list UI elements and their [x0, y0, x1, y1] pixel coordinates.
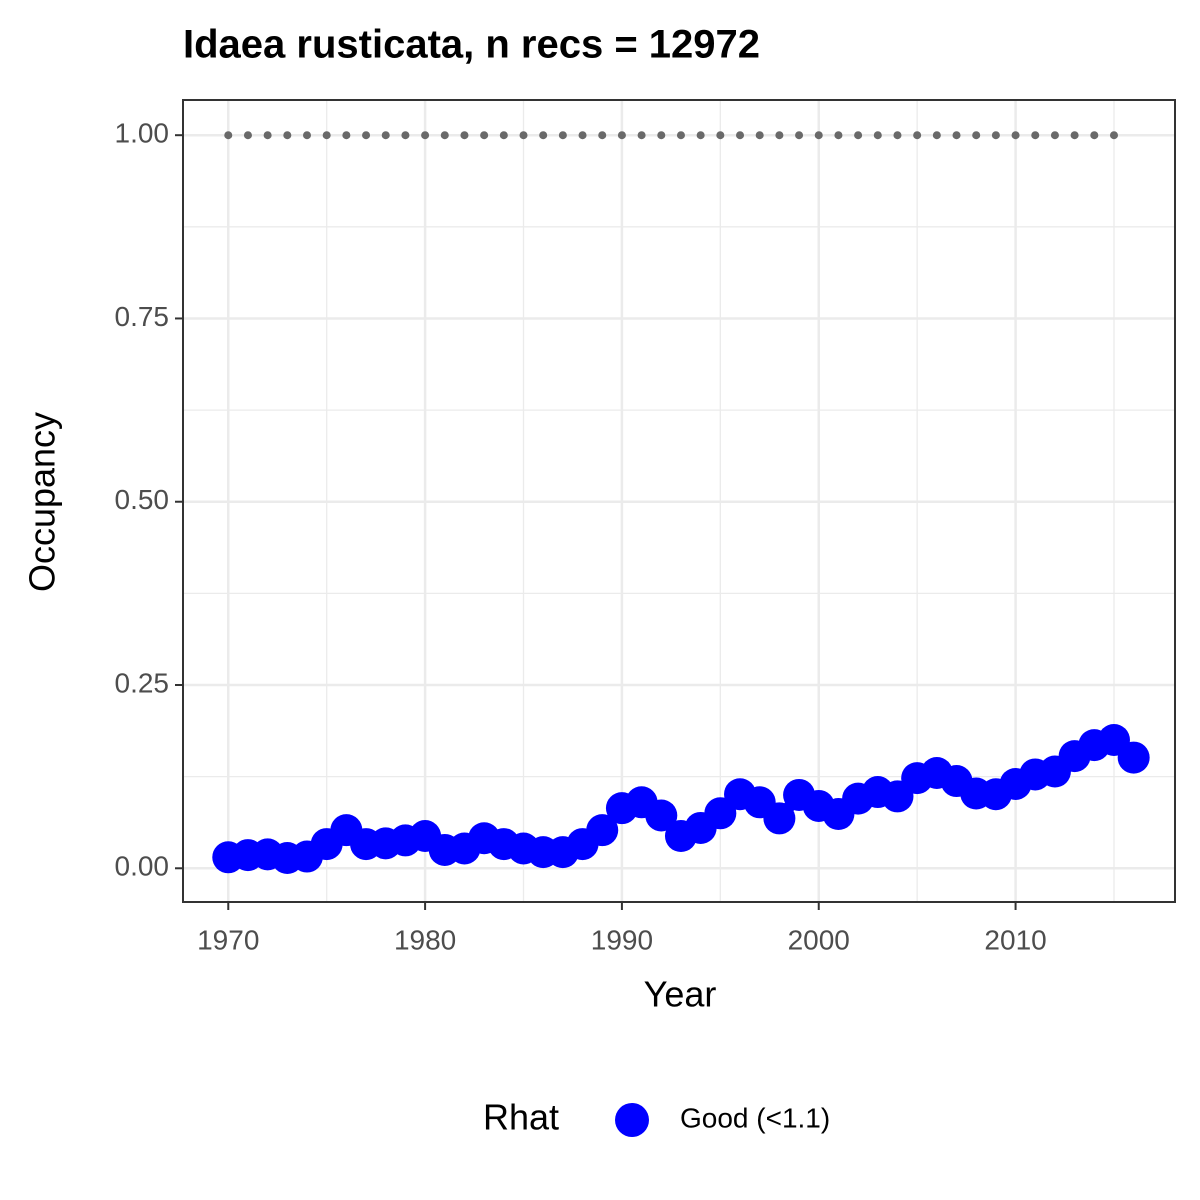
y-tick-label: 0.00: [115, 851, 170, 882]
reference-point: [224, 131, 233, 140]
reference-point: [539, 131, 548, 140]
legend-label: Good (<1.1): [680, 1102, 830, 1133]
reference-point: [421, 131, 430, 140]
x-tick-label: 1990: [591, 924, 653, 955]
y-tick-label: 0.50: [115, 484, 170, 515]
reference-point: [854, 131, 863, 140]
x-axis-title: Year: [644, 974, 717, 1015]
grid: [183, 100, 1175, 902]
reference-point: [1090, 131, 1099, 140]
reference-point: [342, 131, 351, 140]
y-tick-label: 1.00: [115, 118, 170, 149]
marks: [212, 131, 1150, 875]
reference-point: [1031, 131, 1040, 140]
reference-point: [893, 131, 902, 140]
reference-point: [834, 131, 843, 140]
reference-point: [932, 131, 941, 140]
reference-point: [558, 131, 567, 140]
y-axis-title: Occupancy: [22, 412, 63, 592]
reference-point: [598, 131, 607, 140]
reference-point: [972, 131, 981, 140]
reference-point: [381, 131, 390, 140]
reference-point: [480, 131, 489, 140]
reference-point: [519, 131, 528, 140]
y-tick-label: 0.25: [115, 667, 170, 698]
reference-point: [795, 131, 804, 140]
reference-point: [1070, 131, 1079, 140]
reference-point: [873, 131, 882, 140]
reference-point: [637, 131, 646, 140]
reference-point: [991, 131, 1000, 140]
data-point: [586, 814, 619, 847]
reference-point: [460, 131, 469, 140]
reference-point: [775, 131, 784, 140]
reference-point: [303, 131, 311, 140]
reference-point: [243, 131, 252, 140]
reference-point: [696, 131, 705, 140]
reference-point: [736, 131, 745, 140]
reference-point: [657, 131, 666, 140]
reference-point: [322, 131, 331, 140]
reference-point: [263, 131, 272, 140]
data-point: [1117, 741, 1150, 774]
y-tick-label: 0.75: [115, 301, 170, 332]
chart-title: Idaea rusticata, n recs = 12972: [183, 23, 760, 67]
reference-point: [755, 131, 764, 140]
reference-point: [499, 131, 508, 140]
axes: 0.00 0.25 0.50 0.75 1.00 1970 1980 1990 2000 2010: [115, 118, 1047, 956]
reference-point: [362, 131, 371, 140]
reference-point: [716, 131, 725, 140]
legend: Rhat Good (<1.1): [483, 1097, 830, 1138]
data-point: [645, 799, 678, 832]
legend-symbol: [615, 1103, 649, 1137]
reference-point: [952, 131, 961, 140]
legend-title: Rhat: [483, 1097, 559, 1138]
reference-point: [676, 131, 685, 140]
reference-point: [913, 131, 922, 140]
reference-point: [578, 131, 587, 140]
x-tick-label: 1980: [394, 924, 456, 955]
x-tick-label: 1970: [197, 924, 259, 955]
reference-point: [1109, 131, 1118, 140]
reference-point: [1050, 131, 1059, 140]
data-point: [763, 802, 796, 835]
reference-point: [1011, 131, 1020, 140]
x-tick-label: 2010: [984, 924, 1046, 955]
reference-point: [814, 131, 823, 140]
reference-point: [440, 131, 449, 140]
reference-point: [401, 131, 410, 140]
reference-point: [617, 131, 626, 140]
data-point: [704, 797, 737, 830]
x-tick-label: 2000: [788, 924, 850, 955]
reference-point: [283, 131, 292, 140]
